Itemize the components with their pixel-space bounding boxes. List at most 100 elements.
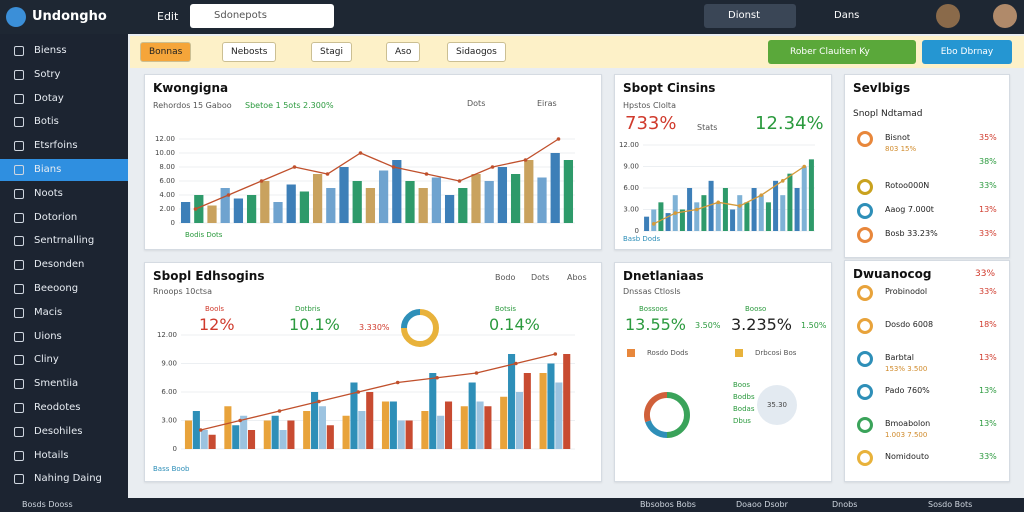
menu-item[interactable]: Uions — [0, 326, 128, 348]
point — [802, 164, 807, 169]
bar — [366, 392, 374, 449]
button[interactable]: Dionst — [704, 4, 796, 28]
menu-item[interactable]: Reodotes — [0, 397, 128, 419]
y-tick-label: 6.00 — [161, 388, 177, 396]
menu-item[interactable]: Hotails — [0, 445, 128, 467]
y-tick-label: 3.00 — [161, 417, 177, 425]
row-name: Probinodol — [885, 287, 928, 296]
bar — [708, 180, 714, 231]
bar — [312, 174, 323, 223]
stat: 0.14% — [489, 315, 540, 334]
bar — [510, 174, 521, 223]
tab[interactable]: Dots — [467, 99, 486, 108]
line — [653, 165, 805, 225]
menu-item[interactable]: Desonden — [0, 254, 128, 276]
y-tick-label: 12.00 — [619, 141, 639, 149]
tab[interactable]: Abos — [567, 273, 587, 282]
bar — [224, 406, 232, 449]
menu-item[interactable]: Beeoong — [0, 278, 128, 300]
row-value: 13% — [979, 205, 997, 214]
menu-item[interactable]: Bienss — [0, 40, 128, 62]
menu-item[interactable]: Dotay — [0, 88, 128, 110]
point — [553, 352, 558, 356]
subtitle: Rehordos 15 Gaboo — [153, 101, 232, 110]
bar — [247, 430, 256, 449]
menu-item[interactable]: Noots — [0, 183, 128, 205]
bar — [550, 153, 560, 223]
point — [226, 193, 231, 197]
menu-item[interactable]: Dotorion — [0, 207, 128, 229]
chart: 0 3.00 6.00 9.00 12.00 — [619, 141, 815, 235]
y-tick-label: 12.00 — [157, 331, 177, 339]
menu-label: Bians — [34, 164, 62, 175]
bar — [484, 181, 494, 223]
tag: Rosdo Dods — [627, 349, 688, 357]
donut-segment — [401, 309, 439, 347]
menu-label: Beeoong — [34, 283, 79, 294]
tab[interactable]: Eiras — [537, 99, 557, 108]
point — [325, 172, 330, 176]
menu-label: Reodotes — [34, 402, 81, 413]
menu-label: Dotay — [34, 92, 64, 104]
menu-item[interactable]: Nahing Daing — [0, 468, 128, 490]
bar — [687, 188, 693, 231]
icon — [14, 141, 24, 152]
menu-item[interactable]: Botis — [0, 111, 128, 133]
bar — [523, 373, 531, 449]
y-tick-label: 6.00 — [159, 177, 175, 185]
menu-item[interactable]: Etsrfoins — [0, 135, 128, 157]
row-name: Nomidouto — [885, 452, 929, 461]
bar — [563, 160, 574, 223]
avatar[interactable] — [936, 4, 960, 28]
filter[interactable]: Stagi — [311, 42, 352, 62]
y-tick-label: 0 — [173, 445, 177, 453]
point — [780, 179, 785, 183]
search[interactable]: Sdonepots — [190, 4, 334, 28]
menu-label: Noots — [34, 187, 63, 199]
action-button[interactable]: Rober Clauiten Ky — [768, 40, 916, 64]
menu-item[interactable]: Cliny — [0, 349, 128, 371]
icon — [14, 331, 24, 342]
sidebar: Bienss Sotry Dotay Botis Etsrfoins Bians Noots… — [0, 34, 128, 498]
icon — [857, 179, 873, 195]
row-value: 13% — [979, 386, 997, 395]
bar — [180, 202, 191, 223]
filter[interactable]: Nebosts — [222, 42, 277, 62]
point — [694, 207, 699, 212]
bar — [192, 411, 200, 449]
legend: Sbetoe 1 5ots 2.300% — [245, 101, 334, 110]
bar — [773, 180, 779, 231]
menu[interactable]: Edit — [157, 10, 179, 23]
action-button[interactable]: Ebo Dbrnay — [922, 40, 1012, 64]
tab[interactable]: Dots — [531, 273, 550, 282]
filter[interactable]: Sidaogos — [447, 42, 506, 62]
avatar[interactable] — [993, 4, 1017, 28]
bar — [539, 373, 547, 449]
tab[interactable]: Bodo — [495, 273, 516, 282]
menu-item[interactable]: Macis — [0, 302, 128, 324]
chart: 35.30 — [644, 385, 797, 438]
bar — [500, 396, 508, 449]
filter[interactable]: Bonnas — [140, 42, 192, 62]
icon — [14, 165, 24, 175]
menu-item[interactable]: Sentrnalling — [0, 230, 128, 252]
donut-segment — [666, 392, 690, 438]
y-tick-label: 0 — [171, 219, 175, 227]
bar — [299, 191, 310, 223]
filter[interactable]: Aso — [386, 42, 421, 62]
user[interactable]: Dans — [834, 10, 860, 21]
bar — [233, 198, 244, 223]
row-name: Bmoabolon — [885, 419, 931, 428]
menu-item[interactable]: Smentiia — [0, 373, 128, 395]
bar — [358, 411, 366, 449]
menu-item[interactable]: Desohiles — [0, 421, 128, 443]
bar — [339, 167, 349, 223]
bar — [515, 392, 523, 449]
bar — [694, 202, 700, 231]
stat-extra: 3.330% — [359, 323, 390, 332]
menu-item[interactable]: Sotry — [0, 64, 128, 86]
chart: 0 3.00 6.00 9.00 12.00 — [157, 331, 575, 453]
bar — [468, 382, 476, 449]
menu-item[interactable]: Bians — [0, 159, 128, 181]
bar — [651, 209, 657, 231]
